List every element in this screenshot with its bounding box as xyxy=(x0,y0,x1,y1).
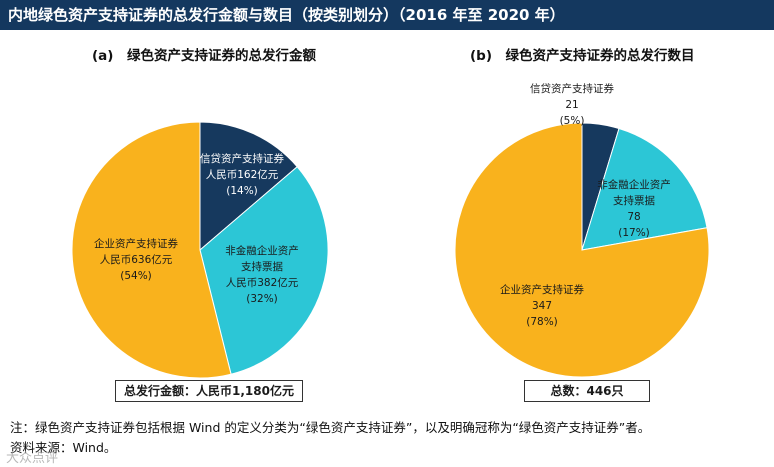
chart-a-slice-0 xyxy=(199,121,298,252)
chart-a-slice-0-name: 信贷资产支持证券 xyxy=(200,152,284,165)
chart-b-slice-2-name: 企业资产支持证券 xyxy=(500,283,584,296)
chart-a-total: 总发行金额：人民币1,180亿元 xyxy=(115,380,303,402)
watermark: 大众点评 xyxy=(6,451,59,466)
chart-a-slice-0-pct: (14%) xyxy=(226,185,258,197)
chart-b-slice-2-pct: (78%) xyxy=(526,316,558,328)
chart-b-total: 总数：446只 xyxy=(524,380,650,402)
footnote: 注：绿色资产支持证券包括根据 Wind 的定义分类为“绿色资产支持证券”，以及明… xyxy=(10,420,651,435)
chart-b-slice-2 xyxy=(454,122,710,378)
chart-b-slice-0-name: 信贷资产支持证券 xyxy=(530,82,614,95)
chart-a-slice-2-pct: (54%) xyxy=(120,270,152,282)
chart-b-slice-1-name-line: 支持票据 xyxy=(613,194,655,207)
source-note: 资料来源：Wind。 xyxy=(10,440,117,455)
chart-a-title: (a) 绿色资产支持证券的总发行金额 xyxy=(92,48,316,64)
chart-a-slice-1-value: 人民币382亿元 xyxy=(226,276,299,289)
chart-a-slice-1-pct: (32%) xyxy=(246,293,278,305)
chart-b-slice-1-pct: (17%) xyxy=(618,227,650,239)
page-title: 内地绿色资产支持证券的总发行金额与数目（按类别划分）（2016 年至 2020 … xyxy=(0,0,774,30)
chart-b-slice-0-value: 21 xyxy=(565,99,578,111)
chart-b-slice-1 xyxy=(581,127,708,251)
chart-b-slice-1-name-line: 非金融企业资产 xyxy=(597,178,671,191)
chart-a-slice-2-name: 企业资产支持证券 xyxy=(94,237,178,250)
chart-b-slice-0-pct: (5%) xyxy=(560,115,585,127)
chart-a-slice-2 xyxy=(71,121,232,379)
chart-a-slice-0-value: 人民币162亿元 xyxy=(206,168,279,181)
chart-a-slice-2-value: 人民币636亿元 xyxy=(100,253,173,266)
chart-a-slice-1-name-line: 支持票据 xyxy=(241,260,283,273)
chart-b-slice-2-value: 347 xyxy=(532,300,552,312)
chart-a-slice-1 xyxy=(199,166,329,375)
chart-a-slice-1-name-line: 非金融企业资产 xyxy=(225,244,299,257)
chart-b-title: (b) 绿色资产支持证券的总发行数目 xyxy=(470,48,695,64)
chart-b-slice-1-value: 78 xyxy=(627,211,640,223)
